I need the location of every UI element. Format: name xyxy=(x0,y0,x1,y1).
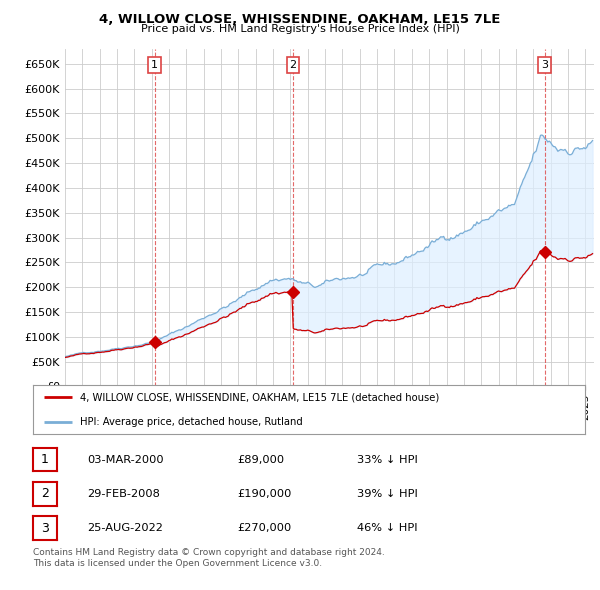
Text: 4, WILLOW CLOSE, WHISSENDINE, OAKHAM, LE15 7LE (detached house): 4, WILLOW CLOSE, WHISSENDINE, OAKHAM, LE… xyxy=(80,392,439,402)
Text: 2: 2 xyxy=(41,487,49,500)
Text: 1: 1 xyxy=(41,453,49,466)
Text: 46% ↓ HPI: 46% ↓ HPI xyxy=(357,523,418,533)
Text: 1: 1 xyxy=(151,60,158,70)
Text: 3: 3 xyxy=(41,522,49,535)
Text: 3: 3 xyxy=(541,60,548,70)
Text: £270,000: £270,000 xyxy=(237,523,291,533)
Text: 4, WILLOW CLOSE, WHISSENDINE, OAKHAM, LE15 7LE: 4, WILLOW CLOSE, WHISSENDINE, OAKHAM, LE… xyxy=(100,13,500,26)
Text: £89,000: £89,000 xyxy=(237,455,284,464)
Text: HPI: Average price, detached house, Rutland: HPI: Average price, detached house, Rutl… xyxy=(80,417,302,427)
Text: £190,000: £190,000 xyxy=(237,489,292,499)
Text: 2: 2 xyxy=(290,60,296,70)
Text: 03-MAR-2000: 03-MAR-2000 xyxy=(87,455,164,464)
Text: 29-FEB-2008: 29-FEB-2008 xyxy=(87,489,160,499)
Text: 33% ↓ HPI: 33% ↓ HPI xyxy=(357,455,418,464)
Text: Contains HM Land Registry data © Crown copyright and database right 2024.
This d: Contains HM Land Registry data © Crown c… xyxy=(33,548,385,568)
Text: 39% ↓ HPI: 39% ↓ HPI xyxy=(357,489,418,499)
Text: Price paid vs. HM Land Registry's House Price Index (HPI): Price paid vs. HM Land Registry's House … xyxy=(140,24,460,34)
Text: 25-AUG-2022: 25-AUG-2022 xyxy=(87,523,163,533)
